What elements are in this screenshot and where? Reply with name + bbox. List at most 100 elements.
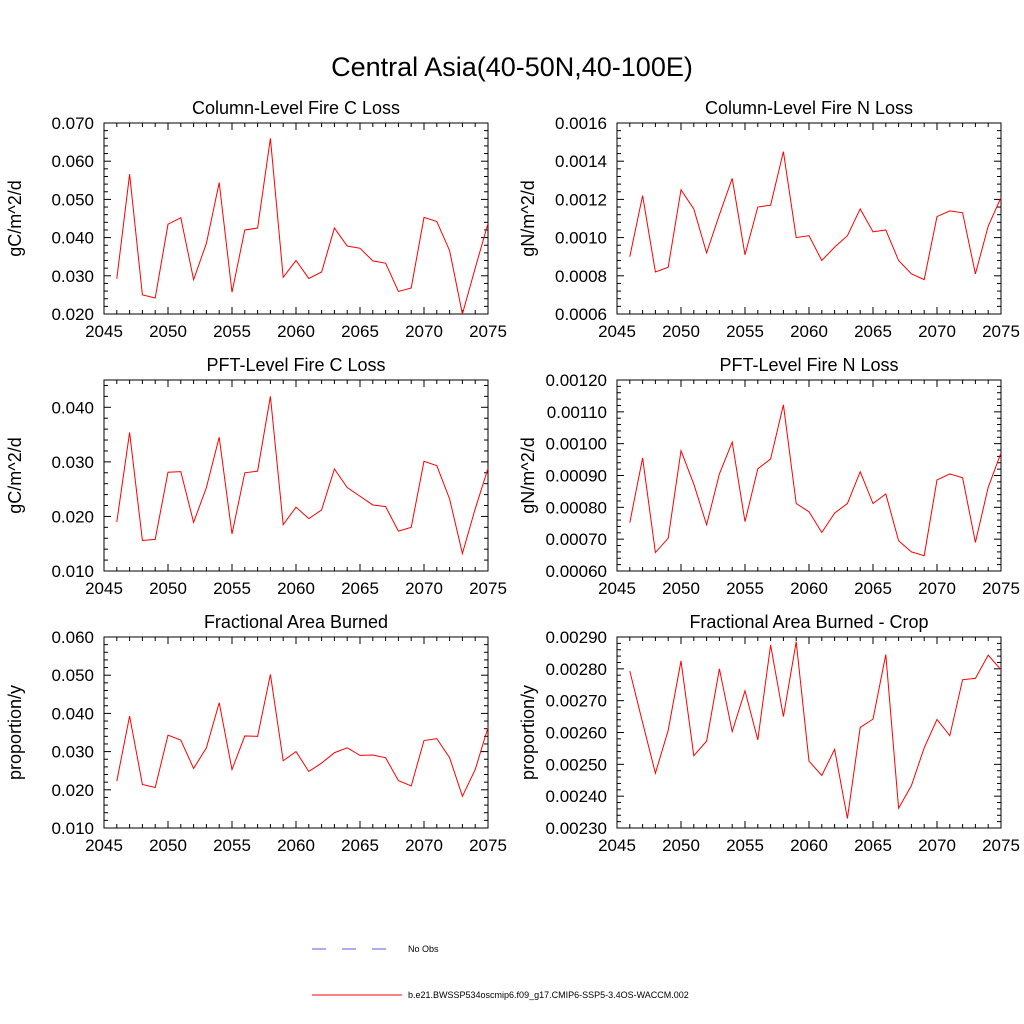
x-tick-label: 2055 [726, 836, 764, 855]
y-tick-label: 0.0008 [555, 267, 607, 286]
x-tick-label: 2050 [149, 579, 187, 598]
y-axis-label: gN/m^2/d [518, 180, 538, 256]
y-tick-label: 0.030 [51, 743, 94, 762]
y-tick-label: 0.020 [51, 781, 94, 800]
plot-frame [103, 122, 489, 315]
x-tick-label: 2055 [213, 579, 251, 598]
y-tick-label: 0.00230 [546, 819, 607, 838]
panel-title: Column-Level Fire C Loss [192, 98, 400, 118]
x-tick-label: 2070 [918, 836, 956, 855]
x-tick-label: 2075 [982, 836, 1020, 855]
legend-label-model: b.e21.BWSSP534oscmip6.f09_g17.CMIP6-SSP5… [408, 990, 689, 1000]
figure-title: Central Asia(40-50N,40-100E) [331, 52, 693, 82]
x-tick-label: 2065 [341, 579, 379, 598]
plot-frame [103, 379, 489, 572]
panel-column-level-fire-n-loss: Column-Level Fire N Loss 2045 2050 2055 2060… [518, 98, 1020, 341]
y-tick-label: 0.00070 [546, 530, 607, 549]
y-tick-label: 0.0012 [555, 190, 607, 209]
plot-frame [616, 122, 1002, 315]
y-axis-label: gC/m^2/d [5, 180, 25, 256]
y-axis-label: proportion/y [5, 685, 25, 780]
x-tick-label: 2065 [854, 322, 892, 341]
x-tick-label: 2045 [85, 579, 123, 598]
y-tick-label: 0.0006 [555, 305, 607, 324]
x-tick-label: 2070 [405, 836, 443, 855]
x-tick-label: 2055 [213, 322, 251, 341]
x-tick-label: 2065 [854, 579, 892, 598]
x-tick-label: 2050 [149, 836, 187, 855]
x-tick-label: 2060 [790, 322, 828, 341]
legend-label-no-obs: No Obs [408, 944, 439, 954]
x-tick-label: 2070 [918, 579, 956, 598]
y-tick-label: 0.00240 [546, 787, 607, 806]
x-tick-label: 2055 [726, 579, 764, 598]
y-tick-label: 0.010 [51, 562, 94, 581]
x-tick-label: 2075 [982, 322, 1020, 341]
y-tick-label: 0.040 [51, 398, 94, 417]
plot-frame [103, 636, 489, 829]
y-tick-label: 0.020 [51, 305, 94, 324]
x-tick-label: 2045 [598, 322, 636, 341]
plot-frame [616, 379, 1002, 572]
y-tick-label: 0.050 [51, 666, 94, 685]
panel-pft-level-fire-n-loss: PFT-Level Fire N Loss 2045 2050 2055 2060 206… [518, 355, 1020, 598]
x-tick-label: 2045 [85, 322, 123, 341]
panel-pft-level-fire-c-loss: PFT-Level Fire C Loss 2045 2050 2055 2060 206… [5, 355, 507, 598]
x-tick-label: 2070 [918, 322, 956, 341]
x-tick-label: 2050 [662, 322, 700, 341]
y-tick-label: 0.060 [51, 152, 94, 171]
y-tick-label: 0.050 [51, 190, 94, 209]
panel-fractional-area-burned-crop: Fractional Area Burned - Crop 2045 2050 205… [518, 612, 1020, 855]
series-line-0 [116, 674, 489, 798]
chart-panels: Column-Level Fire C Loss 2045 2050 2055 2060… [5, 98, 1020, 855]
y-tick-label: 0.00280 [546, 660, 607, 679]
x-tick-label: 2060 [277, 322, 315, 341]
y-tick-label: 0.040 [51, 704, 94, 723]
y-tick-label: 0.00080 [546, 498, 607, 517]
y-tick-label: 0.0014 [555, 152, 607, 171]
y-tick-label: 0.00090 [546, 467, 607, 486]
y-tick-label: 0.00290 [546, 628, 607, 647]
x-tick-label: 2045 [85, 836, 123, 855]
x-tick-label: 2060 [277, 836, 315, 855]
x-tick-label: 2060 [790, 579, 828, 598]
panel-title: Fractional Area Burned [204, 612, 388, 632]
x-tick-label: 2065 [854, 836, 892, 855]
x-tick-label: 2050 [662, 836, 700, 855]
series-line-0 [629, 641, 1002, 819]
x-tick-label: 2070 [405, 579, 443, 598]
panel-title: PFT-Level Fire C Loss [206, 355, 385, 375]
series-line-0 [116, 396, 489, 556]
y-tick-label: 0.070 [51, 114, 94, 133]
x-tick-label: 2060 [277, 579, 315, 598]
x-tick-label: 2050 [662, 579, 700, 598]
y-tick-label: 0.030 [51, 453, 94, 472]
y-tick-label: 0.0016 [555, 114, 607, 133]
y-tick-label: 0.040 [51, 229, 94, 248]
series-line-0 [629, 404, 1002, 557]
y-tick-label: 0.010 [51, 819, 94, 838]
panel-title: Fractional Area Burned - Crop [689, 612, 928, 632]
x-tick-label: 2045 [598, 579, 636, 598]
x-tick-label: 2045 [598, 836, 636, 855]
x-tick-label: 2075 [982, 579, 1020, 598]
panel-fractional-area-burned: Fractional Area Burned 2045 2050 2055 2060 20… [5, 612, 507, 855]
y-tick-label: 0.00270 [546, 692, 607, 711]
y-tick-label: 0.00110 [547, 403, 607, 422]
y-axis-label: gN/m^2/d [518, 437, 538, 513]
panel-column-level-fire-c-loss: Column-Level Fire C Loss 2045 2050 2055 2060… [5, 98, 507, 341]
x-tick-label: 2065 [341, 836, 379, 855]
y-tick-label: 0.060 [51, 628, 94, 647]
y-tick-label: 0.030 [51, 267, 94, 286]
x-tick-label: 2060 [790, 836, 828, 855]
panel-title: Column-Level Fire N Loss [705, 98, 913, 118]
y-axis-label: gC/m^2/d [5, 437, 25, 513]
x-tick-label: 2055 [726, 322, 764, 341]
y-tick-label: 0.00260 [546, 724, 607, 743]
y-tick-label: 0.00250 [546, 755, 607, 774]
series-line-0 [629, 151, 1002, 281]
panel-title: PFT-Level Fire N Loss [719, 355, 898, 375]
y-axis-label: proportion/y [518, 685, 538, 780]
x-tick-label: 2065 [341, 322, 379, 341]
